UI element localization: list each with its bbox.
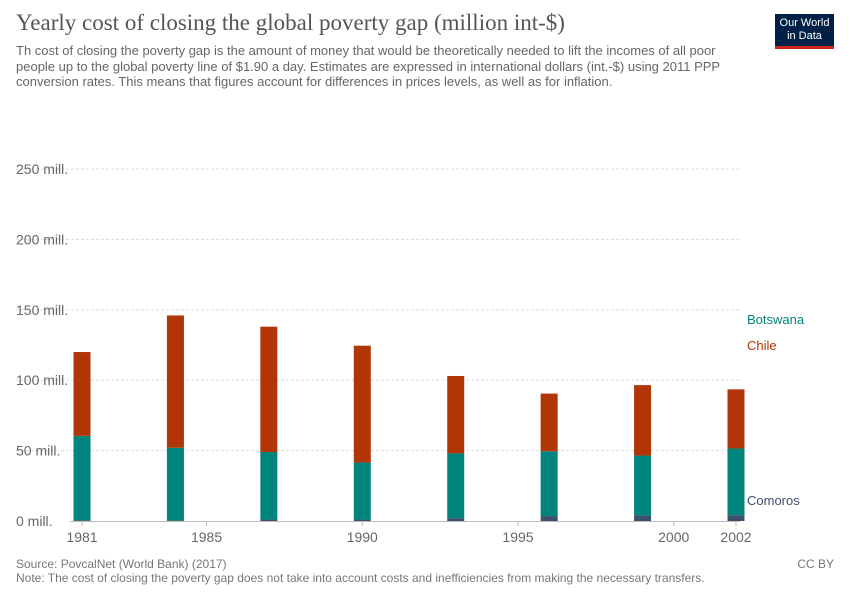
bar-chile-1987[interactable]: [260, 326, 278, 453]
owid-logo[interactable]: Our World in Data: [775, 14, 834, 49]
bar-botswana-1981[interactable]: [73, 435, 91, 521]
bar-comoros-1999[interactable]: [634, 515, 652, 521]
y-tick-label: 0 mill.: [16, 513, 53, 529]
bar-chile-1981[interactable]: [73, 352, 91, 436]
bar-botswana-2002[interactable]: [727, 448, 745, 516]
gridlines: [16, 168, 740, 452]
logo-line-2: in Data: [787, 30, 822, 42]
bar-botswana-1999[interactable]: [634, 455, 652, 516]
legend-label-comoros[interactable]: Comoros: [747, 493, 800, 508]
bar-comoros-1981[interactable]: [73, 520, 91, 521]
bar-comoros-1984[interactable]: [166, 520, 184, 521]
x-axis: 1981 1985 1990 1995 2000 2002: [66, 521, 752, 545]
bar-comoros-1987[interactable]: [260, 519, 278, 521]
source-text: Source: PovcalNet (World Bank) (2017): [16, 557, 227, 571]
bar-series: [73, 315, 745, 521]
y-axis-tick-labels: 0 mill. 50 mill. 100 mill. 150 mill. 200 mil…: [16, 161, 68, 529]
legend: Botswana Chile Comoros: [747, 312, 805, 508]
x-tick-label: 2000: [658, 529, 689, 545]
bar-chile-2002[interactable]: [727, 389, 745, 449]
bar-comoros-1993[interactable]: [447, 518, 465, 521]
bar-botswana-1993[interactable]: [447, 453, 465, 519]
x-tick-label: 1995: [502, 529, 533, 545]
bar-botswana-1996[interactable]: [540, 451, 558, 517]
bar-botswana-1987[interactable]: [260, 452, 278, 520]
bar-botswana-1984[interactable]: [166, 447, 184, 521]
note-text: Note: The cost of closing the poverty ga…: [16, 571, 705, 585]
legend-label-chile[interactable]: Chile: [747, 338, 777, 353]
legend-label-botswana[interactable]: Botswana: [747, 312, 805, 327]
bar-comoros-1996[interactable]: [540, 516, 558, 521]
license-link[interactable]: CC BY: [797, 557, 834, 571]
bar-comoros-2002[interactable]: [727, 515, 745, 521]
bar-chile-1990[interactable]: [353, 345, 371, 463]
x-tick-label: 1985: [191, 529, 222, 545]
y-tick-label: 100 mill.: [16, 372, 68, 388]
logo-line-1: Our World: [779, 17, 830, 29]
y-tick-label: 200 mill.: [16, 231, 68, 247]
x-tick-label: 1990: [347, 529, 378, 545]
bar-chile-1996[interactable]: [540, 393, 558, 452]
x-tick-label: 2002: [720, 529, 751, 545]
bar-chile-1993[interactable]: [447, 375, 465, 454]
bar-chile-1984[interactable]: [166, 315, 184, 448]
y-tick-label: 150 mill.: [16, 302, 68, 318]
x-tick-label: 1981: [66, 529, 97, 545]
y-tick-label: 50 mill.: [16, 443, 60, 459]
chart-title: Yearly cost of closing the global povert…: [16, 10, 565, 35]
bar-botswana-1990[interactable]: [353, 462, 371, 520]
bar-chile-1999[interactable]: [634, 385, 652, 456]
chart-subtitle: Th cost of closing the poverty gap is th…: [16, 43, 720, 89]
bar-comoros-1990[interactable]: [353, 519, 371, 521]
y-tick-label: 250 mill.: [16, 161, 68, 177]
